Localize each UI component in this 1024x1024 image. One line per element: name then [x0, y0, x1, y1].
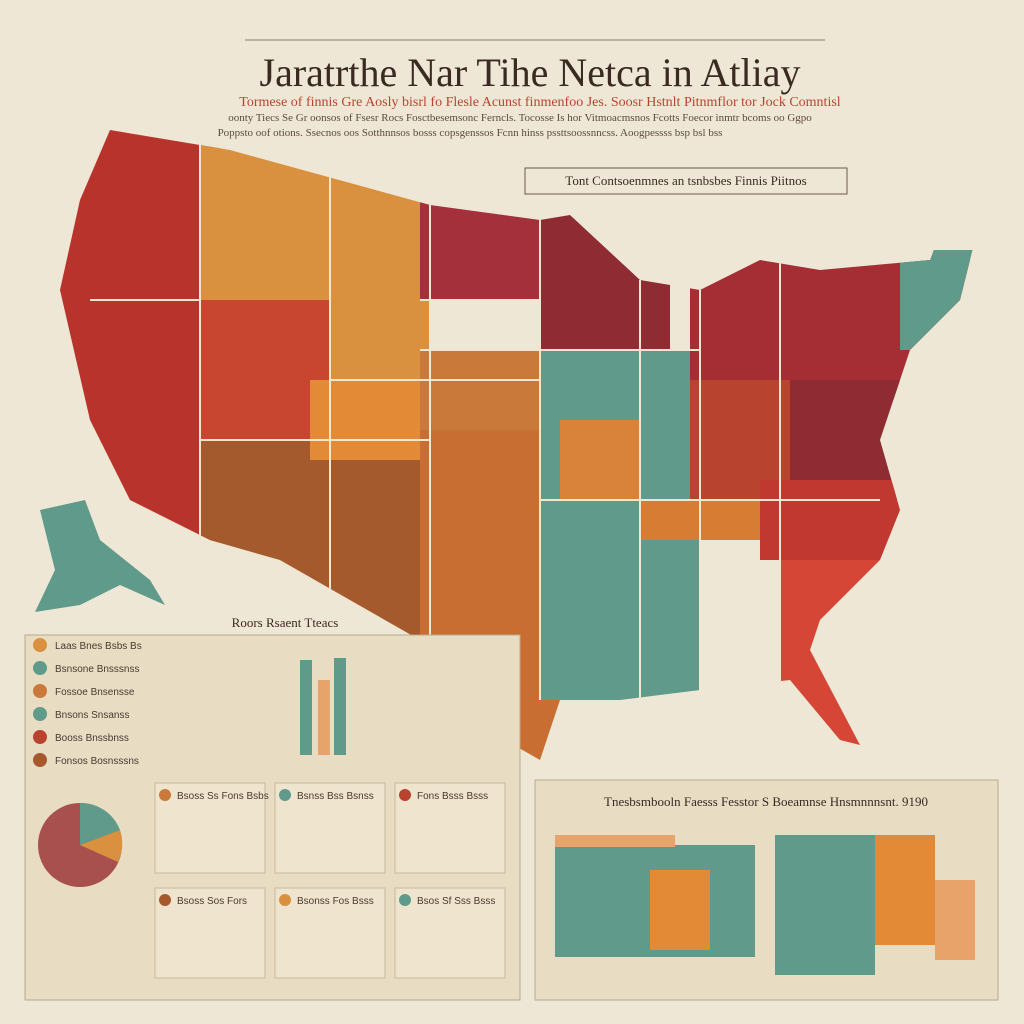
map-box-label: Tont Contsoenmnes an tsnbsbes Finnis Pii…: [565, 173, 806, 188]
card-label: Bsonss Fos Bsss: [297, 896, 374, 907]
item-icon: [33, 730, 47, 744]
card-label: Bsnss Bss Bsnss: [297, 791, 374, 802]
card: [154, 782, 266, 874]
card: [394, 887, 506, 979]
subline: Poppsto oof otions. Ssecnos oos Sotthnns…: [218, 127, 723, 139]
item-icon: [33, 707, 47, 721]
card-icon: [279, 894, 291, 906]
item-icon: [33, 661, 47, 675]
panel-title: Roors Rsaent Tteacs: [232, 615, 339, 630]
card-icon: [399, 894, 411, 906]
item-icon: [33, 753, 47, 767]
subline: oonty Tiecs Se Gr oonsos of Fsesr Rocs F…: [228, 112, 812, 124]
item-label: Bnsons Snsanss: [55, 710, 130, 721]
card-label: Bsos Sf Sss Bsss: [417, 896, 495, 907]
panel-title: Tnesbsmbooln Faesss Fesstor S Boeamnse H…: [604, 794, 928, 809]
title: Jaratrthe Nar Tihe Netca in Atliay: [260, 50, 801, 95]
map-box: [524, 167, 848, 195]
card-label: Bsoss Ss Fons Bsbs: [177, 791, 269, 802]
item-label: Fonsos Bosnsssns: [55, 756, 139, 767]
card-icon: [159, 789, 171, 801]
pie-slice: [80, 802, 120, 845]
card-icon: [279, 789, 291, 801]
card-label: Fons Bsss Bsss: [417, 791, 488, 802]
item-label: Laas Bnes Bsbs Bs: [55, 641, 142, 652]
bar: [334, 658, 346, 755]
item-label: Fossoe Bnsensse: [55, 687, 135, 698]
bar: [300, 660, 312, 755]
card-icon: [399, 789, 411, 801]
alaska: [35, 500, 165, 612]
card-icon: [159, 894, 171, 906]
card: [154, 887, 266, 979]
item-label: Booss Bnssbnss: [55, 733, 129, 744]
subtitle: Tormese of finnis Gre Aosly bisrl fo Fle…: [239, 95, 840, 110]
card: [274, 887, 386, 979]
card: [274, 782, 386, 874]
stacked-chart: [555, 835, 975, 975]
item-icon: [33, 638, 47, 652]
item-icon: [33, 684, 47, 698]
bar: [318, 680, 330, 755]
item-label: Bsnsone Bnsssnss: [55, 664, 140, 675]
card-label: Bsoss Sos Fors: [177, 896, 247, 907]
card: [394, 782, 506, 874]
pie-slice: [80, 830, 123, 862]
